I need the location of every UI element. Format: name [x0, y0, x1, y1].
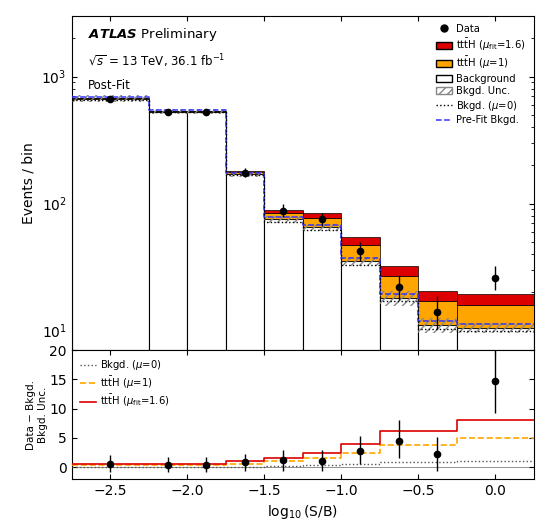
Legend: Data, tt$\mathregular{\bar{t}}$H ($\mu_{\rm fit}$=1.6), tt$\mathregular{\bar{t}}: Data, tt$\mathregular{\bar{t}}$H ($\mu_{… [433, 21, 529, 128]
Legend: Bkgd. ($\mu$=0), tt$\mathregular{\bar{t}}$H ($\mu$=1), tt$\mathregular{\bar{t}}$: Bkgd. ($\mu$=0), tt$\mathregular{\bar{t}… [76, 355, 172, 412]
Bar [379, 276, 418, 298]
Bar [456, 305, 534, 328]
Bar [226, 172, 264, 174]
Bar [341, 237, 380, 245]
Bar [302, 227, 341, 532]
Bar [456, 328, 534, 532]
Bar [72, 98, 148, 532]
Bar [264, 219, 303, 532]
Bar [418, 290, 456, 301]
Bar [418, 301, 456, 325]
Y-axis label: Data − Bkgd.
Bkgd. Unc.: Data − Bkgd. Bkgd. Unc. [26, 379, 48, 450]
Text: $\bfit{ATLAS}$ Preliminary: $\bfit{ATLAS}$ Preliminary [87, 26, 217, 43]
Bar [456, 294, 534, 305]
Bar [148, 112, 187, 532]
Bar [187, 112, 225, 532]
Bar [264, 210, 303, 213]
Bar [302, 213, 341, 218]
Bar [226, 171, 264, 172]
Bar [418, 325, 456, 532]
Bar [379, 265, 418, 276]
Text: $\sqrt{s}$ = 13 TeV, 36.1 fb$^{-1}$: $\sqrt{s}$ = 13 TeV, 36.1 fb$^{-1}$ [87, 53, 225, 70]
Y-axis label: Events / bin: Events / bin [22, 142, 36, 224]
Text: Post-Fit: Post-Fit [87, 79, 130, 93]
Bar [379, 298, 418, 532]
X-axis label: $\log_{10}$(S/B): $\log_{10}$(S/B) [267, 503, 338, 521]
Bar [302, 218, 341, 227]
Bar [341, 245, 380, 261]
Bar [341, 261, 380, 532]
Bar [226, 174, 264, 532]
Bar [264, 213, 303, 219]
